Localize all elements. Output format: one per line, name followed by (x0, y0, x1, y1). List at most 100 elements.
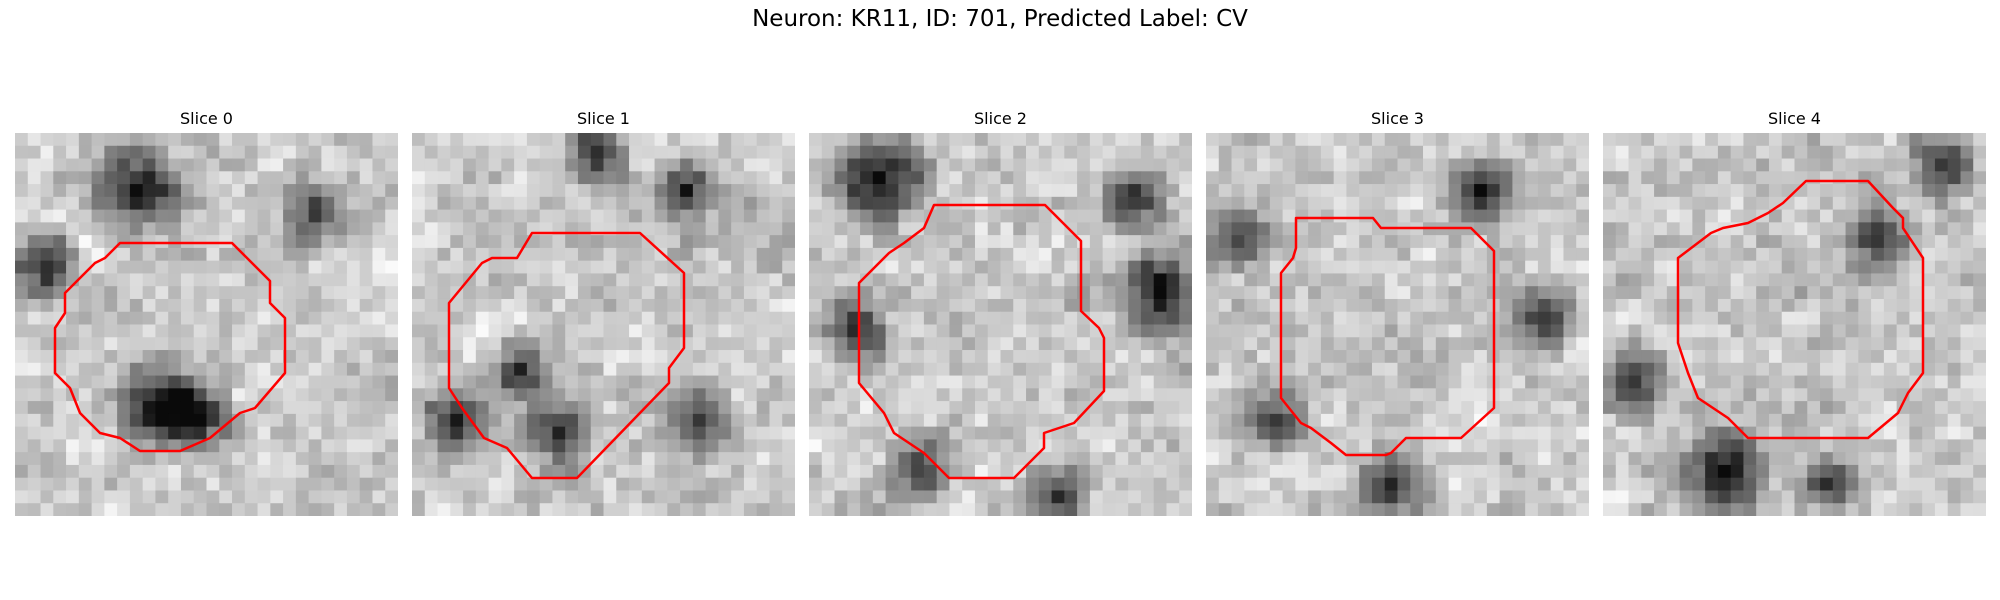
pixel-cell (616, 337, 630, 351)
pixel-cell (1320, 350, 1335, 364)
pixel-cell (1705, 490, 1719, 504)
pixel-cell (1679, 439, 1693, 453)
pixel-cell (821, 388, 835, 402)
pixel-cell (731, 286, 745, 300)
pixel-cell (1257, 209, 1271, 223)
pixel-cell (334, 235, 348, 249)
pixel-cell (1512, 260, 1526, 274)
pixel-cell (1654, 375, 1668, 389)
pixel-cell (1730, 388, 1744, 402)
pixel-cell (142, 413, 156, 428)
pixel-cell (1922, 273, 1936, 287)
pixel-cell (1499, 184, 1513, 198)
pixel-cell (821, 235, 835, 249)
pixel-cell (206, 273, 220, 287)
pixel-cell (424, 209, 438, 223)
pixel-cell (1550, 298, 1564, 313)
pixel-cell (1320, 222, 1335, 236)
pixel-cell (129, 298, 144, 313)
pixel-cell (1563, 324, 1577, 338)
pixel-cell (1384, 286, 1398, 300)
pixel-cell (1537, 503, 1552, 516)
pixel-cell (834, 247, 848, 262)
pixel-cell (129, 350, 144, 364)
pixel-cell (1909, 490, 1923, 504)
pixel-cell (359, 350, 373, 364)
pixel-cell (1550, 388, 1564, 402)
pixel-cell (616, 388, 630, 402)
pixel-cell (680, 426, 694, 440)
pixel-cell (834, 439, 848, 453)
pixel-cell (1257, 158, 1271, 172)
pixel-cell (1679, 260, 1693, 274)
pixel-cell (1576, 413, 1589, 428)
pixel-cell (104, 337, 118, 351)
pixel-cell (257, 158, 271, 172)
pixel-cell (667, 439, 681, 453)
pixel-cell (514, 426, 528, 440)
pixel-cell (539, 311, 553, 325)
pixel-cell (1244, 426, 1258, 440)
pixel-cell (860, 375, 874, 389)
pixel-cell (1026, 464, 1040, 479)
pixel-cell (552, 477, 566, 491)
pixel-cell (1359, 273, 1373, 287)
pixel-cell (1896, 413, 1910, 428)
pixel-cell (295, 171, 310, 185)
pixel-cell (1794, 388, 1808, 402)
pixel-cell (1153, 375, 1167, 389)
pixel-cell (705, 477, 719, 491)
pixel-cell (1960, 337, 1974, 351)
pixel-cell (936, 439, 950, 453)
pixel-cell (898, 375, 912, 389)
pixel-cell (1435, 311, 1449, 325)
pixel-cell (731, 260, 745, 274)
pixel-cell (1794, 145, 1808, 159)
pixel-cell (488, 145, 502, 159)
pixel-cell (809, 350, 823, 364)
pixel-cell (1000, 298, 1014, 313)
pixel-cell (1077, 273, 1091, 287)
pixel-cell (885, 464, 899, 479)
pixel-cell (1960, 311, 1974, 325)
pixel-cell (1038, 273, 1052, 287)
pixel-cell (129, 273, 144, 287)
pixel-cell (385, 362, 398, 376)
pixel-cell (1371, 426, 1386, 440)
pixel-cell (1051, 222, 1065, 236)
pixel-cell (1435, 133, 1449, 147)
pixel-cell (1461, 375, 1475, 389)
pixel-cell (1832, 260, 1846, 274)
pixel-cell (1922, 171, 1936, 185)
pixel-cell (283, 273, 297, 287)
pixel-cell (346, 298, 361, 313)
pixel-cell (53, 209, 67, 223)
pixel-cell (1128, 196, 1142, 210)
pixel-cell (1461, 311, 1475, 325)
pixel-cell (463, 401, 477, 415)
pixel-cell (692, 324, 707, 338)
pixel-cell (641, 362, 655, 376)
pixel-cell (654, 311, 668, 325)
pixel-cell (539, 426, 553, 440)
pixel-cell (104, 171, 118, 185)
pixel-cell (270, 247, 284, 262)
pixel-cell (911, 158, 925, 172)
pixel-cell (450, 413, 464, 428)
pixel-cell (756, 260, 770, 274)
pixel-cell (1474, 247, 1488, 262)
pixel-cell (450, 235, 464, 249)
pixel-cell (295, 401, 310, 415)
pixel-cell (295, 490, 310, 504)
pixel-cell (552, 337, 566, 351)
pixel-cell (860, 401, 874, 415)
pixel-cell (1858, 196, 1872, 210)
pixel-cell (847, 209, 861, 223)
pixel-cell (1641, 311, 1655, 325)
pixel-cell (552, 439, 566, 453)
pixel-cell (756, 286, 770, 300)
pixel-cell (372, 196, 386, 210)
pixel-cell (1077, 362, 1091, 376)
pixel-cell (1102, 477, 1116, 491)
pixel-cell (1858, 413, 1872, 428)
